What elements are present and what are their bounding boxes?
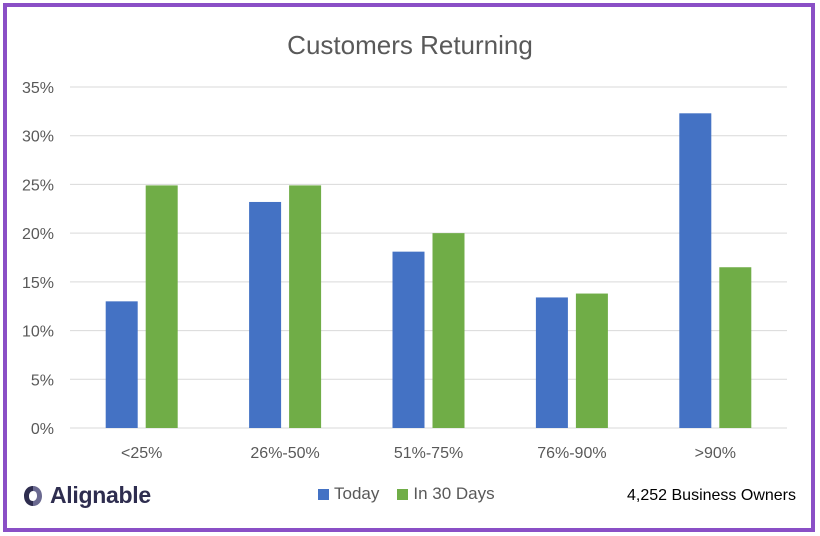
bar-today	[392, 251, 425, 428]
bar-in-30-days	[719, 267, 752, 428]
legend-label-30-days: In 30 Days	[413, 484, 495, 503]
legend-item-today: Today	[318, 484, 379, 504]
sample-size-note: 4,252 Business Owners	[627, 487, 796, 504]
y-tick-label: 30%	[22, 129, 54, 146]
legend-item-30-days: In 30 Days	[397, 484, 495, 504]
bar-in-30-days	[289, 185, 322, 428]
x-tick-label: 76%-90%	[537, 445, 606, 462]
x-tick-label: 51%-75%	[394, 445, 463, 462]
x-tick-label: >90%	[695, 445, 736, 462]
bar-in-30-days	[575, 293, 608, 428]
bar-today	[105, 301, 138, 428]
bar-in-30-days	[432, 233, 465, 428]
bar-today	[249, 201, 282, 428]
brand-name: Alignable	[50, 482, 151, 508]
legend-swatch-30-days	[397, 488, 409, 500]
alignable-logo: Alignable	[22, 482, 151, 509]
y-tick-label: 0%	[31, 421, 54, 438]
legend-swatch-today	[318, 488, 329, 500]
chart-title: Customers Returning	[287, 30, 533, 60]
chart-legend: Today In 30 Days	[318, 484, 513, 504]
y-tick-label: 35%	[22, 80, 54, 97]
y-tick-label: 5%	[31, 372, 54, 389]
y-tick-label: 25%	[22, 177, 54, 194]
alignable-logo-icon	[24, 485, 42, 506]
bar-today	[535, 297, 568, 428]
legend-label-today: Today	[334, 484, 380, 503]
y-tick-label: 10%	[22, 324, 54, 341]
x-tick-label: 26%-50%	[250, 445, 319, 462]
x-tick-label: <25%	[121, 445, 162, 462]
bar-today	[679, 113, 712, 428]
y-tick-label: 15%	[22, 275, 54, 292]
bar-in-30-days	[145, 185, 178, 428]
y-tick-label: 20%	[22, 226, 54, 243]
